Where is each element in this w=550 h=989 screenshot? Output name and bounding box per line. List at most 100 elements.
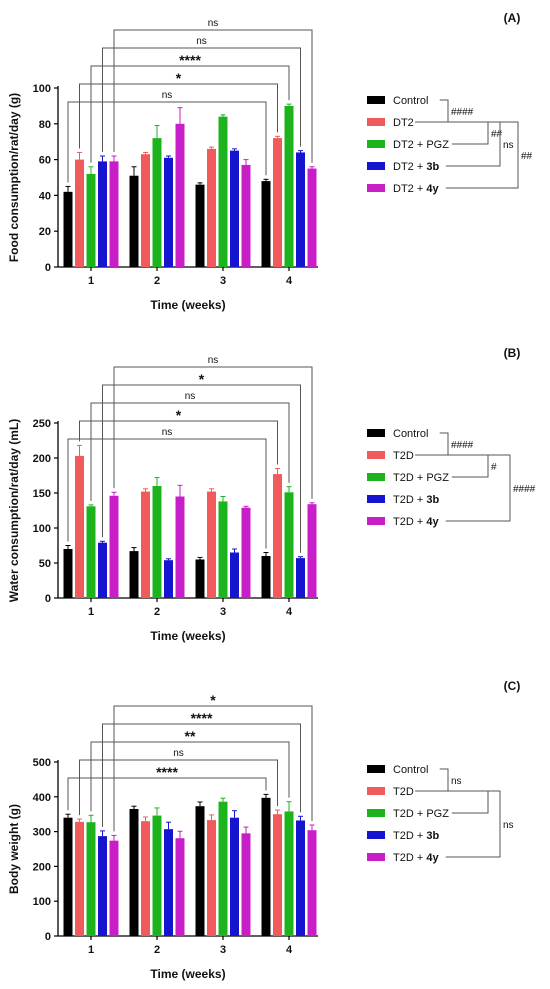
bar — [109, 161, 119, 267]
significance-label: * — [199, 371, 205, 387]
bar — [86, 822, 96, 936]
bar — [75, 821, 84, 936]
x-axis-title: Time (weeks) — [150, 967, 225, 981]
significance-bracket — [113, 366, 313, 499]
legend-label-text: T2D — [393, 786, 414, 798]
bar — [241, 164, 251, 267]
significance-label: * — [210, 692, 216, 708]
y-tick-label: 0 — [45, 931, 51, 943]
legend-label-text: DT2 — [393, 117, 414, 129]
legend-label-text: T2D + — [393, 516, 426, 528]
bar — [75, 455, 84, 598]
legend-label-text: Control — [393, 428, 428, 440]
legend-swatch — [367, 831, 385, 839]
bar — [164, 560, 173, 598]
chart-panel-1: (A) 0 20 40 60 80 100 1 2 3 4 Time (weeks) Food cons… — [7, 11, 533, 312]
significance-label: **** — [156, 764, 178, 780]
bar — [129, 175, 139, 267]
legend-swatch — [367, 118, 385, 126]
bar — [307, 504, 317, 598]
bar — [164, 829, 173, 936]
legend-swatch — [367, 495, 385, 503]
bar — [86, 506, 96, 598]
y-tick-label: 100 — [33, 523, 51, 535]
legend-bracket — [415, 454, 511, 522]
bar — [109, 495, 119, 598]
legend-label-text: Control — [393, 95, 428, 107]
significance-bracket — [90, 741, 290, 812]
legend-label-compound: 4y — [426, 852, 439, 864]
legend-label: T2D + 4y — [393, 852, 439, 864]
legend-label-compound: 3b — [426, 494, 439, 506]
y-tick-label: 60 — [39, 155, 51, 167]
panel-label: (C) — [504, 679, 521, 693]
x-tick-label: 3 — [220, 275, 226, 287]
bar — [241, 833, 251, 936]
legend-bracket-label: #### — [451, 440, 474, 451]
legend-label-text: Control — [393, 764, 428, 776]
x-tick-label: 4 — [286, 944, 293, 956]
bar — [129, 808, 139, 936]
bar — [207, 491, 216, 598]
chart-panel-2: (B) 0 50 100 150 200 250 1 2 3 4 Time (weeks) Water … — [7, 346, 536, 643]
legend-label-compound: 3b — [426, 161, 439, 173]
legend-bracket — [415, 121, 519, 189]
bar — [175, 838, 185, 936]
significance-bracket — [67, 438, 267, 549]
legend-label: DT2 + 4y — [393, 183, 439, 195]
legend-swatch — [367, 809, 385, 817]
bar — [241, 507, 251, 598]
legend-swatch — [367, 451, 385, 459]
bar — [152, 138, 162, 267]
bar — [141, 491, 150, 598]
bar — [63, 549, 73, 598]
y-tick-label: 250 — [33, 418, 51, 430]
x-tick-label: 2 — [154, 606, 160, 618]
legend-label: T2D + 3b — [393, 830, 439, 842]
legend-bracket-label: ns — [451, 776, 462, 787]
significance-label: ns — [208, 18, 219, 29]
bar — [296, 820, 305, 936]
legend-swatch — [367, 787, 385, 795]
y-tick-label: 500 — [33, 757, 51, 769]
bar — [218, 501, 228, 598]
legend-bracket-label: #### — [513, 484, 536, 495]
bar — [141, 821, 150, 936]
bar — [152, 815, 162, 936]
y-tick-label: 200 — [33, 861, 51, 873]
bar — [261, 556, 271, 598]
bar — [273, 138, 282, 267]
y-axis-title: Body weight (g) — [7, 804, 21, 894]
significance-bracket — [79, 420, 278, 465]
significance-bracket — [90, 402, 290, 501]
legend-label-compound: 4y — [426, 183, 439, 195]
significance-bracket — [90, 65, 290, 163]
x-axis-title: Time (weeks) — [150, 629, 225, 643]
significance-bracket — [67, 777, 267, 811]
y-tick-label: 20 — [39, 226, 51, 238]
legend-label: T2D — [393, 450, 414, 462]
bar — [195, 184, 205, 267]
bar — [284, 492, 294, 598]
bar — [98, 542, 107, 598]
significance-bracket — [79, 759, 278, 816]
x-axis-title: Time (weeks) — [150, 298, 225, 312]
legend-label-text: DT2 + — [393, 183, 426, 195]
legend-label: DT2 + 3b — [393, 161, 439, 173]
legend-swatch — [367, 765, 385, 773]
significance-label: * — [176, 407, 182, 423]
bar — [307, 168, 317, 267]
y-tick-label: 150 — [33, 488, 51, 500]
significance-bracket — [113, 29, 313, 163]
y-axis-title: Food consumption/rat/day (g) — [7, 93, 21, 262]
bar — [175, 123, 185, 267]
legend-bracket-label: ns — [503, 140, 514, 151]
bar — [207, 148, 216, 267]
x-tick-label: 4 — [286, 275, 293, 287]
significance-label: ns — [162, 427, 173, 438]
bar — [218, 801, 228, 936]
legend-bracket — [415, 790, 501, 858]
bar — [63, 817, 73, 936]
legend-bracket-label: ns — [503, 820, 514, 831]
legend-label: DT2 — [393, 117, 414, 129]
